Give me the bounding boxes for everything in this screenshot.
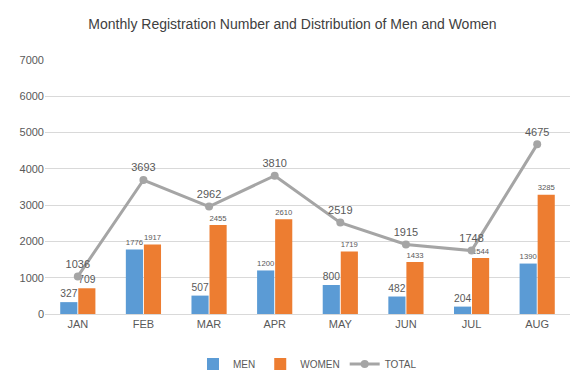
- svg-text:APR: APR: [263, 318, 286, 330]
- svg-text:1776: 1776: [126, 238, 143, 247]
- svg-text:TOTAL: TOTAL: [385, 359, 417, 370]
- svg-text:1390: 1390: [520, 252, 537, 261]
- svg-text:204: 204: [454, 293, 471, 304]
- svg-text:FEB: FEB: [133, 318, 154, 330]
- svg-text:JUN: JUN: [395, 318, 416, 330]
- svg-text:2455: 2455: [210, 214, 227, 223]
- svg-text:4675: 4675: [525, 126, 549, 138]
- svg-text:JAN: JAN: [67, 318, 88, 330]
- svg-text:5000: 5000: [20, 126, 44, 138]
- svg-text:AUG: AUG: [525, 318, 549, 330]
- svg-text:JUL: JUL: [462, 318, 482, 330]
- svg-text:3285: 3285: [538, 183, 555, 192]
- svg-text:1200: 1200: [257, 259, 274, 268]
- svg-text:MEN: MEN: [233, 359, 255, 370]
- svg-text:Monthly Registration Number an: Monthly Registration Number and Distribu…: [88, 16, 496, 32]
- svg-text:482: 482: [388, 283, 405, 294]
- svg-text:4000: 4000: [20, 163, 44, 175]
- svg-text:6000: 6000: [20, 90, 44, 102]
- svg-text:1719: 1719: [341, 240, 358, 249]
- svg-text:1915: 1915: [394, 226, 418, 238]
- svg-text:327: 327: [60, 288, 77, 299]
- svg-text:1544: 1544: [472, 247, 490, 256]
- svg-text:WOMEN: WOMEN: [300, 359, 339, 370]
- svg-text:3000: 3000: [20, 199, 44, 211]
- svg-text:1748: 1748: [459, 232, 483, 244]
- svg-text:1917: 1917: [144, 233, 161, 242]
- svg-text:1000: 1000: [20, 272, 44, 284]
- svg-text:800: 800: [323, 271, 340, 282]
- svg-text:2000: 2000: [20, 235, 44, 247]
- svg-text:507: 507: [191, 282, 208, 293]
- svg-text:MAR: MAR: [197, 318, 222, 330]
- svg-text:0: 0: [38, 308, 44, 320]
- svg-text:709: 709: [78, 274, 95, 285]
- svg-text:3810: 3810: [262, 157, 286, 169]
- svg-text:MAY: MAY: [329, 318, 353, 330]
- svg-text:2610: 2610: [275, 208, 292, 217]
- svg-text:3693: 3693: [131, 161, 155, 173]
- svg-text:1036: 1036: [66, 258, 90, 270]
- svg-text:7000: 7000: [20, 54, 44, 66]
- svg-text:2519: 2519: [328, 204, 352, 216]
- svg-text:1433: 1433: [406, 251, 423, 260]
- svg-text:2962: 2962: [197, 188, 221, 200]
